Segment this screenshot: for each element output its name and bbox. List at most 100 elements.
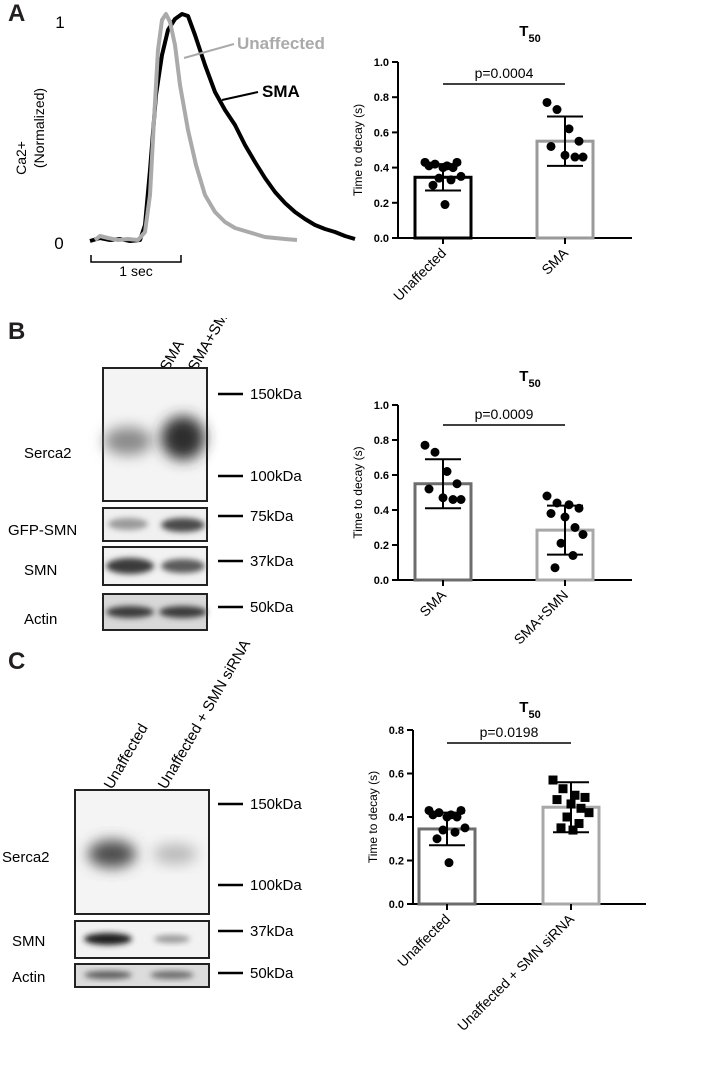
trace-ytick-0: 0 bbox=[54, 234, 63, 253]
y-tick-label-c0: 0.6 bbox=[374, 127, 389, 139]
chart-title-subscript-c1: 50 bbox=[528, 378, 540, 390]
y-tick-label-c0: 0.8 bbox=[374, 92, 389, 104]
data-point-c0-1 bbox=[542, 97, 552, 107]
marker-label-b-75: 75kDa bbox=[250, 508, 294, 525]
blot-box-actin-c bbox=[74, 963, 210, 988]
data-point-c2-1 bbox=[558, 784, 568, 794]
trace-scalebar bbox=[90, 255, 182, 263]
t50-chart-unaffected-vs-sma: T50 0.0 0.2 0.4 0.6 0.8 1.0 Time to decay (s) Un… bbox=[351, 23, 632, 304]
y-tick-label-c2: 0.6 bbox=[389, 769, 404, 781]
data-point-c2-0 bbox=[444, 858, 454, 868]
x-tick-label-c1-0: SMA bbox=[416, 586, 449, 619]
data-point-c1-1 bbox=[552, 498, 562, 508]
data-point-c2-0 bbox=[432, 834, 442, 844]
chart-title-c1: T50 bbox=[519, 368, 540, 390]
data-point-c2-1 bbox=[570, 790, 580, 800]
data-point-c2-0 bbox=[428, 810, 438, 820]
marker-label-b-50: 50kDa bbox=[250, 599, 294, 616]
data-point-c0-0 bbox=[424, 161, 434, 171]
data-point-c2-0 bbox=[450, 827, 460, 837]
data-point-c2-0 bbox=[456, 805, 466, 815]
data-point-c2-0 bbox=[442, 812, 452, 822]
blot-box-serca2-b bbox=[102, 367, 208, 502]
row-label-c-actin: Actin bbox=[12, 969, 45, 986]
trace-label-pointer-unaffected bbox=[183, 43, 235, 59]
data-point-c1-1 bbox=[542, 491, 552, 501]
data-point-c0-1 bbox=[560, 150, 570, 160]
y-tick-label-c1: 1.0 bbox=[374, 400, 389, 412]
data-point-c2-1 bbox=[548, 775, 558, 785]
lane-label-b-2: SMA+SMN bbox=[185, 318, 237, 374]
blot-box-actin-b bbox=[102, 593, 208, 631]
p-value-label-c0: p=0.0004 bbox=[475, 65, 534, 81]
data-point-c1-1 bbox=[556, 538, 566, 548]
data-point-c1-0 bbox=[456, 495, 466, 504]
calcium-trace-plot: Ca2+ (Normalized) 1 0 Unaffected SMA 1 s… bbox=[13, 12, 356, 279]
data-point-c1-1 bbox=[564, 500, 574, 510]
data-point-c1-1 bbox=[560, 512, 570, 522]
y-tick-label-c2: 0.4 bbox=[389, 812, 405, 824]
data-point-c0-1 bbox=[574, 136, 584, 146]
y-tick-label-c0: 1.0 bbox=[374, 57, 389, 69]
data-point-c0-0 bbox=[456, 171, 466, 181]
y-tick-label-c2: 0.2 bbox=[389, 856, 404, 868]
y-tick-label-c1: 0.6 bbox=[374, 470, 389, 482]
chart-title-c0: T50 bbox=[519, 23, 540, 45]
y-tick-label-c0: 0.4 bbox=[374, 163, 390, 175]
row-label-b-actin: Actin bbox=[24, 611, 57, 628]
data-point-c2-1 bbox=[556, 823, 566, 833]
p-value-label-c2: p=0.0198 bbox=[480, 724, 539, 740]
y-axis-label-c2: Time to decay (s) bbox=[366, 771, 380, 863]
x-tick-label-c2-1: Unaffected + SMN siRNA bbox=[454, 910, 578, 1034]
y-tick-label-c0: 0.2 bbox=[374, 198, 389, 210]
marker-label-c-100: 100kDa bbox=[250, 877, 302, 894]
data-point-c2-1 bbox=[552, 795, 562, 805]
data-point-c2-1 bbox=[584, 808, 594, 818]
data-point-c2-1 bbox=[576, 803, 586, 813]
x-tick-label-c2-0: Unaffected bbox=[394, 911, 453, 970]
chart-title-subscript-c0: 50 bbox=[528, 33, 540, 45]
y-tick-label-c2: 0.8 bbox=[389, 725, 404, 737]
marker-label-c-50: 50kDa bbox=[250, 965, 294, 982]
data-point-c1-1 bbox=[568, 551, 578, 560]
data-point-c1-1 bbox=[570, 523, 580, 532]
data-point-c2-1 bbox=[574, 819, 584, 829]
row-label-b-serca2: Serca2 bbox=[24, 445, 72, 462]
trace-label-sma: SMA bbox=[262, 82, 300, 101]
blot-box-smn-c bbox=[74, 920, 210, 959]
data-point-c0-1 bbox=[546, 141, 556, 151]
data-point-c0-1 bbox=[564, 124, 574, 134]
data-point-c0-0 bbox=[434, 173, 444, 183]
data-point-c2-1 bbox=[566, 799, 576, 809]
row-label-b-smn: SMN bbox=[24, 562, 57, 579]
data-point-c0-0 bbox=[428, 180, 438, 190]
marker-label-c-37: 37kDa bbox=[250, 923, 294, 940]
data-point-c2-0 bbox=[438, 825, 448, 835]
trace-scalebar-label: 1 sec bbox=[119, 263, 152, 279]
row-label-c-smn: SMN bbox=[12, 933, 45, 950]
y-tick-label-c1: 0.0 bbox=[374, 575, 389, 587]
trace-ylabel-line2: (Normalized) bbox=[31, 88, 47, 168]
trace-label-pointer-sma bbox=[221, 91, 259, 101]
data-point-c1-0 bbox=[438, 493, 448, 503]
marker-label-b-37: 37kDa bbox=[250, 553, 294, 570]
blot-box-gfp-smn-b bbox=[102, 507, 208, 542]
chart-title-subscript-c2: 50 bbox=[528, 709, 540, 721]
marker-label-b-100: 100kDa bbox=[250, 468, 302, 485]
data-point-c2-0 bbox=[460, 823, 470, 833]
western-blot-c: Unaffected Unaffected + SMN siRNA Serca2… bbox=[2, 640, 302, 988]
row-label-c-serca2: Serca2 bbox=[2, 849, 50, 866]
blot-box-smn-b bbox=[102, 546, 208, 586]
data-point-c1-1 bbox=[574, 503, 584, 513]
panel-letter-c: C bbox=[8, 648, 26, 675]
y-tick-label-c0: 0.0 bbox=[374, 233, 389, 245]
trace-ylabel-line1: Ca2+ bbox=[13, 141, 29, 175]
y-tick-label-c1: 0.4 bbox=[374, 505, 390, 517]
data-point-c1-0 bbox=[452, 479, 462, 489]
data-point-c0-1 bbox=[570, 152, 580, 162]
data-point-c2-1 bbox=[568, 825, 578, 835]
p-value-label-c1: p=0.0009 bbox=[475, 406, 534, 422]
y-tick-label-c1: 0.2 bbox=[374, 540, 389, 552]
data-point-c1-0 bbox=[424, 484, 434, 494]
data-point-c2-1 bbox=[562, 812, 572, 822]
